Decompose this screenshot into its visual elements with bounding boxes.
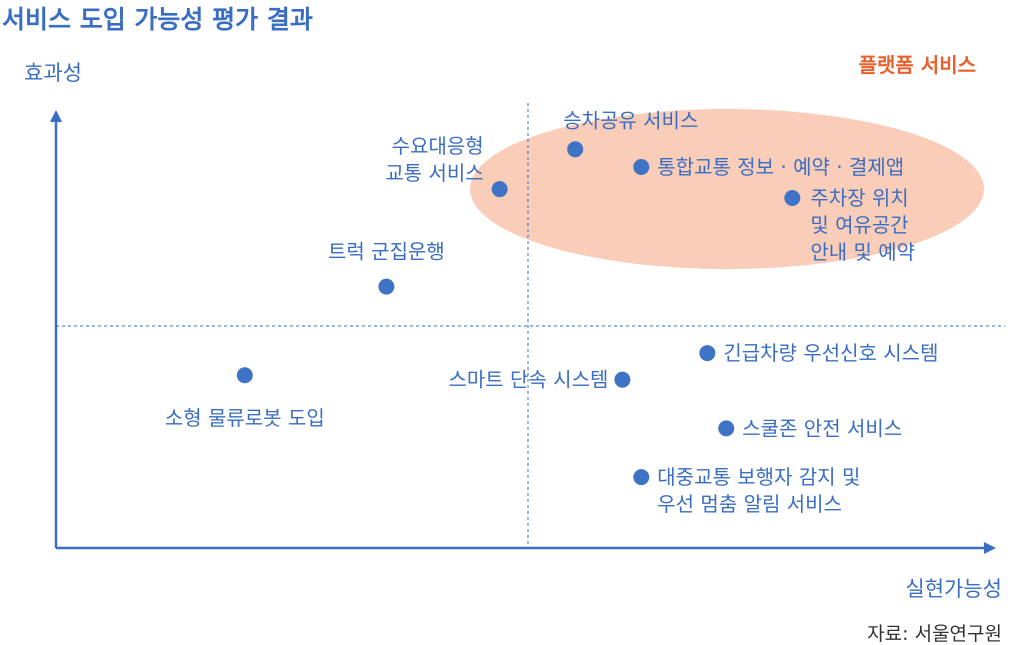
point-label-line: 수요대응형 xyxy=(392,134,484,158)
point-label-line: 트럭 군집운행 xyxy=(328,240,445,264)
point-label-line: 승차공유 서비스 xyxy=(563,108,698,132)
point-label-line: 주차장 위치 xyxy=(810,186,908,210)
scatter-point xyxy=(378,278,395,295)
scatter-point xyxy=(567,141,584,158)
scatter-point xyxy=(491,181,508,198)
point-label: 트럭 군집운행 xyxy=(328,240,445,264)
scatter-point xyxy=(633,159,650,176)
point-label-line: 및 여유공간 xyxy=(810,213,908,237)
source-note: 자료: 서울연구원 xyxy=(867,623,1002,645)
scatter-point xyxy=(614,371,631,388)
scatter-point xyxy=(718,420,735,437)
chart-title: 서비스 도입 가능성 평가 결과 xyxy=(2,5,313,34)
point-label: 긴급차량 우선신호 시스템 xyxy=(723,341,938,365)
platform-group-ellipse xyxy=(470,109,984,269)
point-label-line: 통합교통 정보 · 예약 · 결제앱 xyxy=(657,155,904,179)
platform-group-label: 플랫폼 서비스 xyxy=(859,53,976,77)
y-axis-label: 효과성 xyxy=(24,61,82,85)
point-label: 스마트 단속 시스템 xyxy=(448,368,608,392)
point-label: 스쿨존 안전 서비스 xyxy=(742,416,902,440)
point-label-line: 우선 멈춤 알림 서비스 xyxy=(657,492,842,516)
scatter-point xyxy=(633,469,650,486)
point-label-line: 대중교통 보행자 감지 및 xyxy=(657,465,860,489)
point-label-line: 긴급차량 우선신호 시스템 xyxy=(723,341,938,365)
point-label-line: 소형 물류로봇 도입 xyxy=(165,406,325,430)
point-label: 소형 물류로봇 도입 xyxy=(165,406,325,430)
scatter-point xyxy=(236,367,253,384)
point-label-line: 스마트 단속 시스템 xyxy=(448,368,608,392)
point-label-line: 스쿨존 안전 서비스 xyxy=(742,416,902,440)
point-label-line: 안내 및 예약 xyxy=(810,240,915,264)
point-label-line: 교통 서비스 xyxy=(385,161,483,185)
x-axis-label: 실현가능성 xyxy=(905,577,1002,601)
scatter-point xyxy=(784,190,801,207)
point-label: 통합교통 정보 · 예약 · 결제앱 xyxy=(657,155,904,179)
scatter-point xyxy=(699,345,716,362)
point-label: 승차공유 서비스 xyxy=(563,108,698,132)
